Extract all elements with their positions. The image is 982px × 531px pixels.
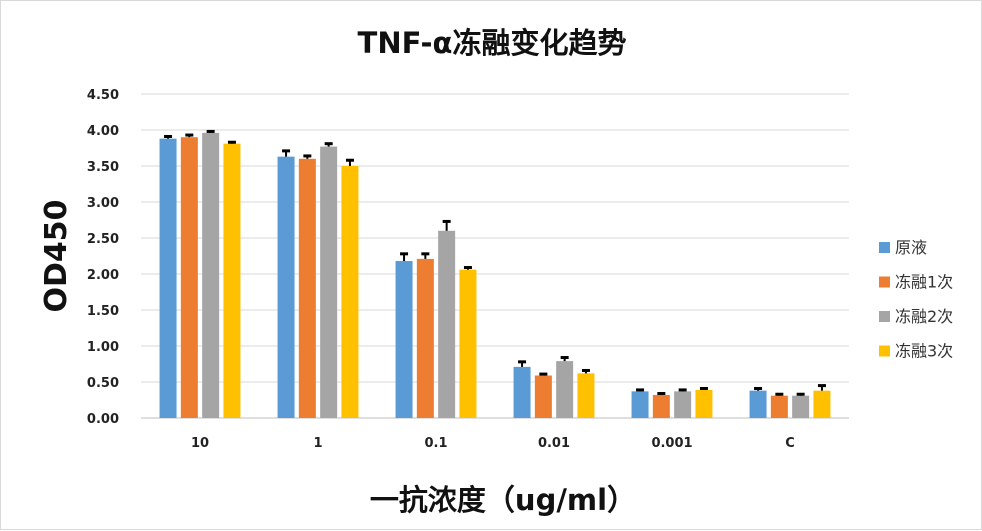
x-tick-label: C [785,436,795,451]
chart-title: TNF-α冻融变化趋势 [358,26,627,60]
y-tick-label: 1.00 [87,340,119,355]
bar [320,146,338,418]
bar [556,361,574,418]
grid-layer [141,93,849,419]
error-layer [164,129,826,396]
legend-label: 原液 [895,238,927,257]
bar [674,391,692,418]
bar [180,137,198,418]
bar [202,132,220,418]
legend-swatch [879,242,890,253]
x-tick-label: 10 [191,436,209,451]
bar [395,261,413,418]
x-tick-label: 0.1 [424,436,447,451]
bar-layer [159,132,831,419]
x-tick-label: 1 [313,436,322,451]
bar [341,166,359,418]
bar [813,390,831,418]
bar [695,389,713,418]
bar [770,395,788,418]
bar [223,143,241,418]
bar [459,269,477,418]
y-tick-label: 2.00 [87,268,119,283]
legend-label: 冻融3次 [895,342,953,361]
y-tick-label: 4.50 [87,88,119,103]
bar [277,156,295,418]
y-tick-layer: 0.00 0.50 1.00 1.50 2.00 2.50 3.00 3.50 4.00 4.50 [87,88,119,427]
bar [792,395,810,418]
legend-label: 冻融1次 [895,273,953,292]
y-tick-label: 0.50 [87,376,119,391]
y-tick-label: 4.00 [87,124,119,139]
bar [513,366,531,418]
legend-swatch [879,345,890,357]
legend-swatch [879,311,890,322]
bar [652,394,670,418]
y-tick-label: 3.00 [87,196,119,211]
x-axis-label: 一抗浓度（ug/ml） [370,483,636,517]
y-tick-label: 1.50 [87,304,119,319]
bar [438,230,456,418]
bar [534,375,552,418]
y-tick-label: 3.50 [87,160,119,175]
x-tick-label: 0.001 [651,436,692,451]
bar [749,390,767,418]
bar [298,158,316,419]
bar [159,138,177,418]
y-tick-label: 0.00 [87,412,119,427]
y-axis-label: OD450 [39,199,74,312]
bar [577,373,595,418]
legend-swatch [879,276,890,288]
x-tick-layer: 10 1 0.1 0.01 0.001 C [191,436,795,451]
bar [631,391,649,418]
y-tick-label: 2.50 [87,232,119,247]
x-tick-label: 0.01 [538,436,570,451]
bar [416,258,434,418]
legend-label: 冻融2次 [895,307,953,326]
